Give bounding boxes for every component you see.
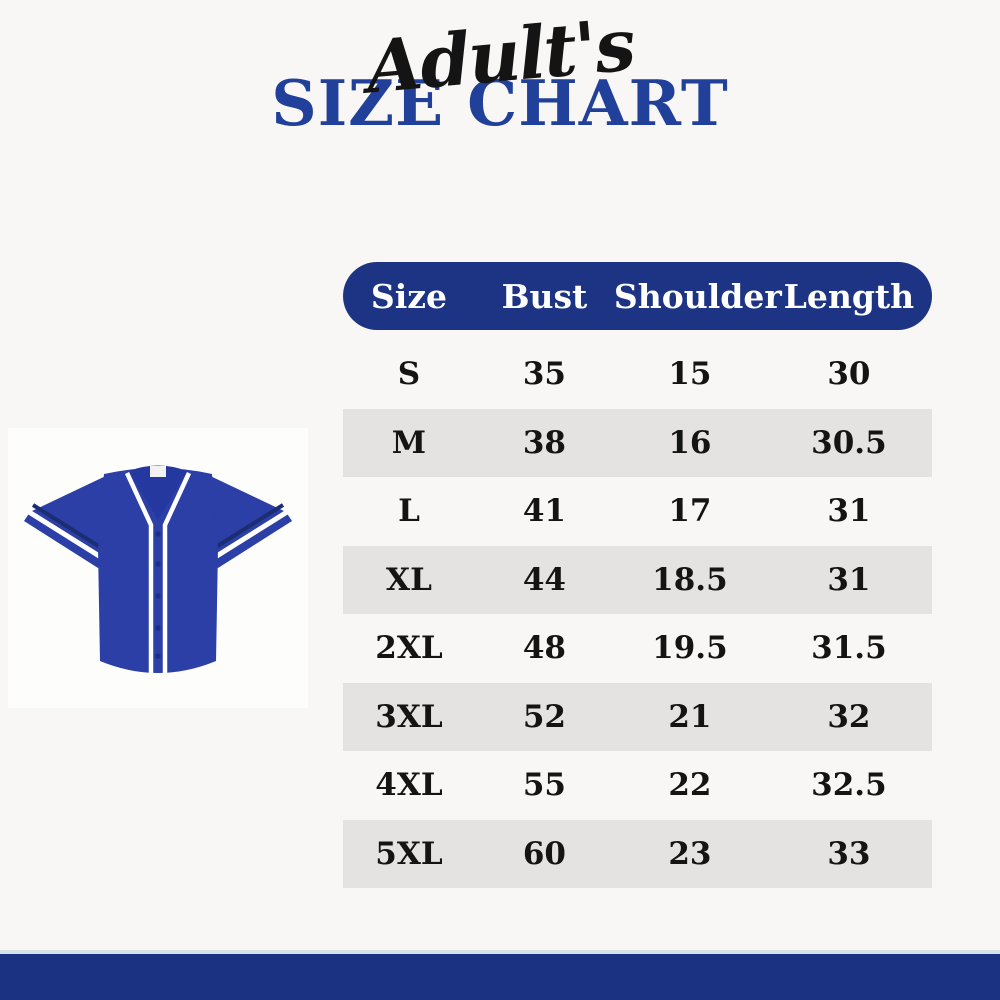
table-row-m: M 38 16 30.5 bbox=[343, 408, 932, 477]
cell-size: S bbox=[397, 356, 421, 393]
table-row-3xl: 3XL 52 21 32 bbox=[343, 682, 932, 751]
table-row-2xl: 2XL 48 19.5 31.5 bbox=[343, 614, 932, 683]
cell-shoulder: 22 bbox=[668, 767, 712, 804]
table-row-l: L 41 17 31 bbox=[343, 477, 932, 546]
column-header-bust: Bust bbox=[501, 276, 588, 316]
footer-accent-line bbox=[0, 950, 1000, 954]
table-row-4xl: 4XL 55 22 32.5 bbox=[343, 751, 932, 820]
cell-bust: 44 bbox=[522, 561, 566, 598]
size-table: Size Bust Shoulder Length S 35 15 30 M 3… bbox=[343, 262, 932, 888]
cell-shoulder: 23 bbox=[668, 835, 712, 872]
cell-size: 5XL bbox=[375, 835, 443, 872]
column-header-shoulder: Shoulder bbox=[613, 276, 782, 316]
cell-size: 3XL bbox=[375, 698, 443, 735]
cell-length: 31 bbox=[827, 561, 871, 598]
cell-bust: 55 bbox=[522, 767, 566, 804]
cell-shoulder: 21 bbox=[668, 698, 712, 735]
cell-bust: 35 bbox=[522, 356, 566, 393]
cell-size: L bbox=[398, 493, 420, 530]
table-row-s: S 35 15 30 bbox=[343, 340, 932, 409]
cell-shoulder: 18.5 bbox=[652, 561, 728, 598]
footer-bar bbox=[0, 954, 1000, 1000]
cell-shoulder: 15 bbox=[668, 356, 712, 393]
cell-shoulder: 17 bbox=[668, 493, 712, 530]
cell-size: 4XL bbox=[375, 767, 443, 804]
cell-size: XL bbox=[386, 561, 432, 598]
cell-size: M bbox=[391, 424, 427, 461]
cell-bust: 60 bbox=[522, 835, 566, 872]
blue-baseball-jersey-image bbox=[8, 428, 308, 708]
cell-bust: 48 bbox=[522, 630, 566, 667]
cell-length: 32 bbox=[827, 698, 871, 735]
title-block: Adult's SIZE CHART bbox=[0, 1, 1000, 140]
cell-bust: 38 bbox=[522, 424, 566, 461]
cell-length: 31 bbox=[827, 493, 871, 530]
cell-size: 2XL bbox=[375, 630, 443, 667]
product-image bbox=[8, 428, 308, 708]
cell-shoulder: 19.5 bbox=[652, 630, 728, 667]
size-table-body: S 35 15 30 M 38 16 30.5 L 41 17 31 XL 44… bbox=[343, 340, 932, 888]
cell-length: 33 bbox=[827, 835, 871, 872]
cell-bust: 41 bbox=[522, 493, 566, 530]
cell-length: 30 bbox=[827, 356, 871, 393]
cell-length: 30.5 bbox=[811, 424, 887, 461]
size-table-header: Size Bust Shoulder Length bbox=[343, 262, 932, 330]
table-row-xl: XL 44 18.5 31 bbox=[343, 545, 932, 614]
page-title: SIZE CHART bbox=[271, 65, 729, 140]
column-header-size: Size bbox=[370, 276, 448, 316]
cell-length: 31.5 bbox=[811, 630, 887, 667]
column-header-length: Length bbox=[783, 276, 915, 316]
cell-bust: 52 bbox=[522, 698, 566, 735]
cell-length: 32.5 bbox=[811, 767, 887, 804]
cell-shoulder: 16 bbox=[668, 424, 712, 461]
table-row-5xl: 5XL 60 23 33 bbox=[343, 819, 932, 888]
